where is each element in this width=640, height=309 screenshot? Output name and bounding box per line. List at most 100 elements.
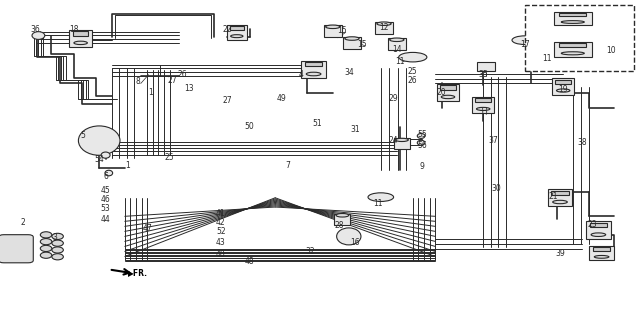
Ellipse shape bbox=[52, 240, 63, 246]
Ellipse shape bbox=[390, 38, 404, 41]
Text: 48: 48 bbox=[244, 256, 255, 266]
Bar bbox=[375, 22, 393, 34]
Bar bbox=[437, 84, 460, 101]
Bar bbox=[554, 42, 592, 57]
Text: 41: 41 bbox=[216, 209, 226, 218]
Bar bbox=[559, 43, 586, 47]
Ellipse shape bbox=[79, 126, 120, 155]
Text: 50: 50 bbox=[244, 122, 255, 131]
Ellipse shape bbox=[345, 37, 359, 40]
Text: 49: 49 bbox=[276, 94, 287, 104]
Text: 37: 37 bbox=[488, 136, 498, 145]
Text: 11: 11 bbox=[373, 199, 382, 209]
Text: 18: 18 bbox=[69, 25, 78, 34]
Bar bbox=[335, 214, 351, 225]
Ellipse shape bbox=[442, 95, 455, 99]
Ellipse shape bbox=[377, 22, 391, 25]
Ellipse shape bbox=[417, 140, 425, 145]
Ellipse shape bbox=[52, 254, 63, 260]
Text: 11: 11 bbox=[543, 54, 552, 63]
Text: 51: 51 bbox=[312, 119, 322, 128]
Bar bbox=[593, 248, 610, 251]
Ellipse shape bbox=[230, 35, 243, 38]
Bar bbox=[73, 32, 88, 36]
Bar bbox=[590, 222, 607, 227]
Ellipse shape bbox=[557, 89, 570, 92]
Bar bbox=[554, 12, 592, 26]
Text: 13: 13 bbox=[184, 83, 194, 93]
Text: 21: 21 bbox=[549, 192, 558, 201]
Bar bbox=[388, 38, 406, 50]
Text: 42: 42 bbox=[216, 218, 226, 227]
Text: 22: 22 bbox=[223, 25, 232, 34]
Text: 4: 4 bbox=[298, 70, 303, 79]
Text: 3: 3 bbox=[52, 233, 57, 243]
Bar bbox=[477, 62, 495, 71]
Ellipse shape bbox=[553, 200, 567, 204]
Text: 19: 19 bbox=[558, 85, 568, 94]
Bar bbox=[556, 80, 571, 84]
Text: 1: 1 bbox=[125, 161, 131, 170]
Bar bbox=[552, 78, 575, 95]
Text: 12: 12 bbox=[380, 23, 388, 32]
Ellipse shape bbox=[52, 233, 63, 239]
Bar bbox=[227, 25, 247, 40]
Bar bbox=[552, 191, 568, 195]
Text: 44: 44 bbox=[100, 215, 111, 224]
Text: 27: 27 bbox=[222, 96, 232, 105]
Text: 25: 25 bbox=[164, 153, 175, 162]
Text: 1: 1 bbox=[148, 88, 153, 97]
Text: 33: 33 bbox=[478, 107, 488, 116]
Text: 27: 27 bbox=[168, 76, 178, 85]
Text: 47: 47 bbox=[142, 224, 152, 233]
Text: 53: 53 bbox=[100, 204, 111, 213]
Bar bbox=[440, 86, 456, 90]
Text: 39: 39 bbox=[555, 249, 565, 258]
Text: 26: 26 bbox=[177, 70, 188, 79]
Ellipse shape bbox=[561, 21, 584, 23]
Text: 23: 23 bbox=[587, 219, 597, 229]
Bar bbox=[230, 26, 244, 30]
Text: 55: 55 bbox=[417, 130, 428, 139]
Text: 15: 15 bbox=[337, 26, 348, 36]
Ellipse shape bbox=[476, 108, 490, 110]
Ellipse shape bbox=[101, 152, 110, 158]
Bar bbox=[305, 62, 322, 66]
FancyBboxPatch shape bbox=[0, 235, 33, 263]
Ellipse shape bbox=[595, 256, 609, 258]
Text: 14: 14 bbox=[392, 45, 402, 54]
Ellipse shape bbox=[337, 228, 361, 245]
Text: 36: 36 bbox=[30, 25, 40, 34]
Ellipse shape bbox=[561, 52, 584, 55]
Text: 32: 32 bbox=[305, 247, 316, 256]
Text: 40: 40 bbox=[216, 250, 226, 260]
Ellipse shape bbox=[336, 214, 349, 217]
Text: 29: 29 bbox=[388, 94, 399, 104]
Text: 16: 16 bbox=[350, 238, 360, 247]
Ellipse shape bbox=[368, 193, 394, 201]
Ellipse shape bbox=[512, 36, 538, 44]
Bar bbox=[324, 25, 342, 37]
Text: 43: 43 bbox=[216, 238, 226, 247]
Text: 31: 31 bbox=[350, 125, 360, 134]
Ellipse shape bbox=[399, 53, 427, 62]
Text: 9: 9 bbox=[420, 162, 425, 171]
Text: 52: 52 bbox=[216, 227, 226, 236]
Bar bbox=[525, 5, 634, 71]
Ellipse shape bbox=[536, 49, 559, 57]
Bar bbox=[548, 189, 572, 206]
Bar bbox=[394, 138, 410, 149]
Ellipse shape bbox=[32, 32, 45, 40]
Text: 35: 35 bbox=[478, 70, 488, 79]
Text: 10: 10 bbox=[606, 46, 616, 56]
Text: 24: 24 bbox=[388, 136, 399, 145]
Bar bbox=[589, 247, 614, 260]
Ellipse shape bbox=[40, 245, 52, 252]
Ellipse shape bbox=[307, 72, 321, 76]
Text: 30: 30 bbox=[491, 184, 501, 193]
Text: 15: 15 bbox=[356, 40, 367, 49]
Bar bbox=[476, 99, 491, 102]
Text: 2: 2 bbox=[20, 218, 25, 227]
Text: ▶FR.: ▶FR. bbox=[128, 268, 148, 277]
Ellipse shape bbox=[417, 133, 425, 138]
